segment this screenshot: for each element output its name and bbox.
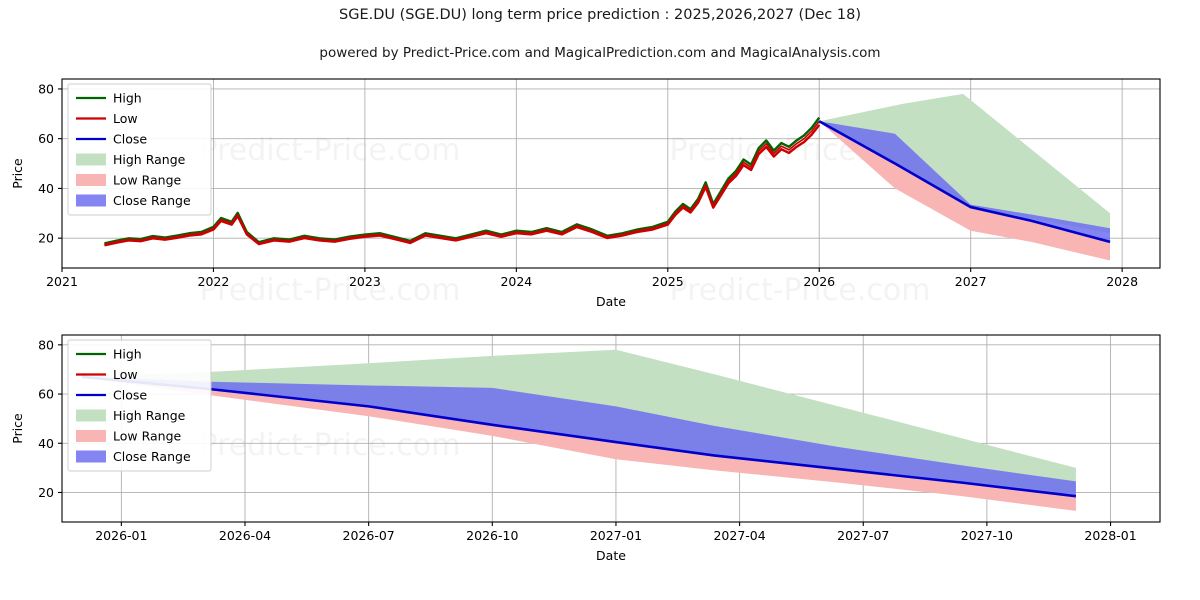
legend-label-low: Low (113, 367, 138, 382)
x-tick-label: 2027-01 (590, 528, 642, 543)
x-axis-label: Date (596, 294, 626, 309)
y-axis-label: Price (10, 413, 25, 444)
watermark-top-2: Predict-Price.com (200, 273, 461, 308)
x-tick-label: 2027-07 (837, 528, 889, 543)
legend-label-close-range: Close Range (113, 449, 191, 464)
legend-label-low-range: Low Range (113, 429, 182, 444)
x-tick-label: 2024 (500, 274, 532, 289)
page-title: SGE.DU (SGE.DU) long term price predicti… (339, 7, 861, 23)
x-tick-label: 2026-01 (95, 528, 147, 543)
close-line-historical (104, 120, 820, 246)
legend-bottom: High Low Close High Range Low Range Close Ran… (67, 339, 212, 472)
watermark-top-3: Predict-Price.com (670, 273, 931, 308)
legend-label-high: High (113, 91, 142, 106)
x-tick-label: 2026-10 (466, 528, 518, 543)
legend-swatch-patch (76, 194, 106, 207)
x-tick-label: 2026-04 (219, 528, 271, 543)
x-tick-label: 2028-01 (1084, 528, 1136, 543)
x-tick-label: 2026-07 (343, 528, 395, 543)
legend-label-high: High (113, 347, 142, 362)
legend-swatch-patch (76, 409, 106, 422)
y-tick-label: 80 (38, 81, 54, 96)
x-tick-label: 2027 (955, 274, 987, 289)
x-tick-label: 2028 (1106, 274, 1138, 289)
x-tick-label: 2027-10 (961, 528, 1013, 543)
legend-label-close: Close (113, 132, 147, 147)
y-tick-label: 40 (38, 181, 54, 196)
close-line-forecast (81, 375, 1077, 498)
legend-label-close-range: Close Range (113, 193, 191, 208)
legend-label-close: Close (113, 388, 147, 403)
legend-top: High Low Close High Range Low Range Close Ran… (67, 83, 212, 216)
low-range-band (819, 121, 1111, 261)
legend-swatch-patch (76, 450, 106, 463)
high-line (104, 116, 821, 245)
legend-label-high-range: High Range (113, 408, 186, 423)
y-tick-label: 40 (38, 436, 54, 451)
y-tick-label: 20 (38, 485, 54, 500)
x-axis-label: Date (596, 548, 626, 563)
x-tick-label: 2025 (652, 274, 684, 289)
close-line-forecast (818, 120, 1111, 244)
low-range-band (81, 376, 1076, 511)
axis-frame (61, 334, 1161, 523)
legend-label-low: Low (113, 111, 138, 126)
legend-swatch-patch (76, 174, 106, 186)
y-tick-label: 20 (38, 231, 54, 246)
chart-panel-top: Predict-Price.comPredict-Price.comPredic… (10, 78, 1161, 309)
close-range-band (819, 121, 1111, 244)
axis-frame (61, 78, 1161, 269)
x-tick-label: 2022 (198, 274, 230, 289)
legend-swatch-patch (76, 430, 106, 442)
y-tick-label: 60 (38, 387, 54, 402)
y-tick-label: 60 (38, 131, 54, 146)
watermark-bottom-0: Predict-Price.com (200, 428, 461, 463)
y-tick-label: 80 (38, 337, 54, 352)
x-tick-label: 2021 (46, 274, 78, 289)
x-tick-label: 2026 (803, 274, 835, 289)
chart-panel-bottom: Predict-Price.comPredict-Price.com204060… (10, 334, 1161, 563)
legend-swatch-patch (76, 153, 106, 166)
legend-label-high-range: High Range (113, 152, 186, 167)
x-tick-label: 2027-04 (713, 528, 765, 543)
x-tick-label: 2023 (349, 274, 381, 289)
high-range-band (819, 93, 1111, 234)
page-subtitle: powered by Predict-Price.com and Magical… (319, 45, 881, 61)
legend-label-low-range: Low Range (113, 173, 182, 188)
low-line (104, 124, 821, 247)
y-axis-label: Price (10, 158, 25, 189)
